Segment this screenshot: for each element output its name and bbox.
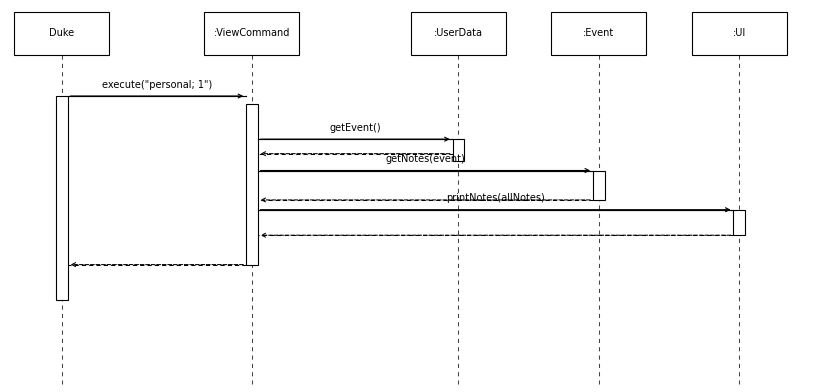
Bar [56,96,68,300]
Bar [692,12,786,55]
Text: :Event: :Event [583,28,615,38]
Bar [552,12,647,55]
Bar [733,210,745,235]
Bar [14,12,109,55]
Text: :ViewCommand: :ViewCommand [214,28,290,38]
Text: getEvent(): getEvent() [330,123,381,133]
Bar [453,139,464,161]
Bar [246,104,258,265]
Text: :UserData: :UserData [434,28,483,38]
Text: printNotes(allNotes): printNotes(allNotes) [446,193,545,203]
Bar [205,12,300,55]
Text: execute("personal; 1"): execute("personal; 1") [102,80,212,90]
Bar [593,171,605,200]
Text: Duke: Duke [50,28,74,38]
Text: :UI: :UI [733,28,746,38]
Bar [411,12,506,55]
Text: getNotes(event): getNotes(event) [386,154,465,164]
